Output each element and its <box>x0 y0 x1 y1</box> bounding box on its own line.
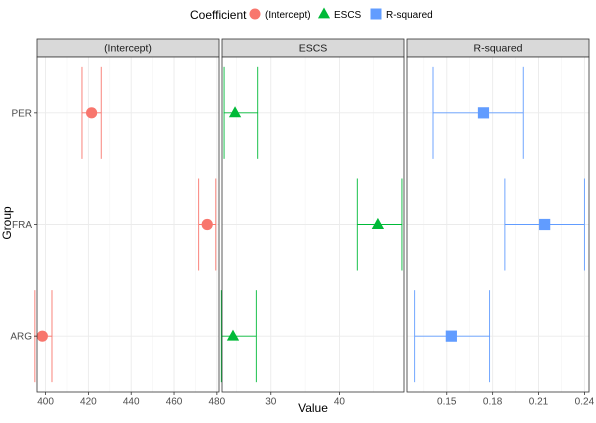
legend-item-escs: ESCS <box>317 7 362 21</box>
legend-label: ESCS <box>334 10 362 21</box>
x-tick-label: 0.15 <box>437 397 457 408</box>
strip-label: ESCS <box>299 43 328 55</box>
panel-escs: ESCS 30 40 <box>220 38 405 408</box>
legend-square-icon <box>370 8 382 20</box>
x-tick-label: 400 <box>37 397 54 408</box>
y-tick-label-arg: ARG <box>10 332 32 343</box>
legend-label: (Intercept) <box>265 10 311 21</box>
data-point-arg <box>226 329 240 341</box>
error-bar-arg <box>220 290 257 383</box>
data-point-fra <box>539 218 551 231</box>
data-point-fra <box>201 218 213 231</box>
y-tick-label-fra: FRA <box>12 220 32 231</box>
legend-title: Coefficient <box>190 8 247 22</box>
x-tick-label: 0.18 <box>483 397 503 408</box>
data-point-arg <box>445 330 457 342</box>
legend-label: R-squared <box>386 10 433 21</box>
panel-border <box>406 56 590 393</box>
data-point-fra <box>371 217 385 229</box>
panel-intercept: (Intercept) 400 420 440 460 480 <box>34 38 226 408</box>
legend-circle-icon <box>249 8 261 20</box>
y-tick-label-per: PER <box>11 108 32 119</box>
x-tick-label: 440 <box>123 397 140 408</box>
legend-item-r-squared: R-squared <box>370 8 433 21</box>
data-point-per <box>228 106 242 118</box>
strip-label: R-squared <box>473 43 522 55</box>
x-tick-label: 480 <box>209 397 226 408</box>
legend: Coefficient (Intercept) ESCS R-squared <box>190 7 433 22</box>
panel-border <box>221 56 405 393</box>
legend-item-intercept: (Intercept) <box>249 8 311 21</box>
panel-r-squared: R-squared 0.15 0.18 0.21 0.24 <box>406 38 595 408</box>
x-tick-label: 0.24 <box>575 397 595 408</box>
error-bar-per <box>223 66 259 159</box>
data-point-per <box>477 107 490 119</box>
y-axis-title: Group <box>0 206 14 240</box>
x-tick-label: 0.21 <box>529 397 549 408</box>
data-point-per <box>86 107 98 119</box>
x-axis-title: Value <box>298 401 328 415</box>
y-axis: PER FRA ARG <box>10 108 37 343</box>
data-point-arg <box>36 330 48 342</box>
x-tick-label: 460 <box>166 397 183 408</box>
x-tick-label: 30 <box>265 397 277 408</box>
panels: (Intercept) 400 420 440 460 480 ESCS 30 40 R-squa… <box>34 38 595 408</box>
strip-label: (Intercept) <box>104 43 152 55</box>
x-tick-label: 40 <box>334 397 346 408</box>
legend-triangle-icon <box>317 7 331 19</box>
x-tick-label: 420 <box>80 397 97 408</box>
